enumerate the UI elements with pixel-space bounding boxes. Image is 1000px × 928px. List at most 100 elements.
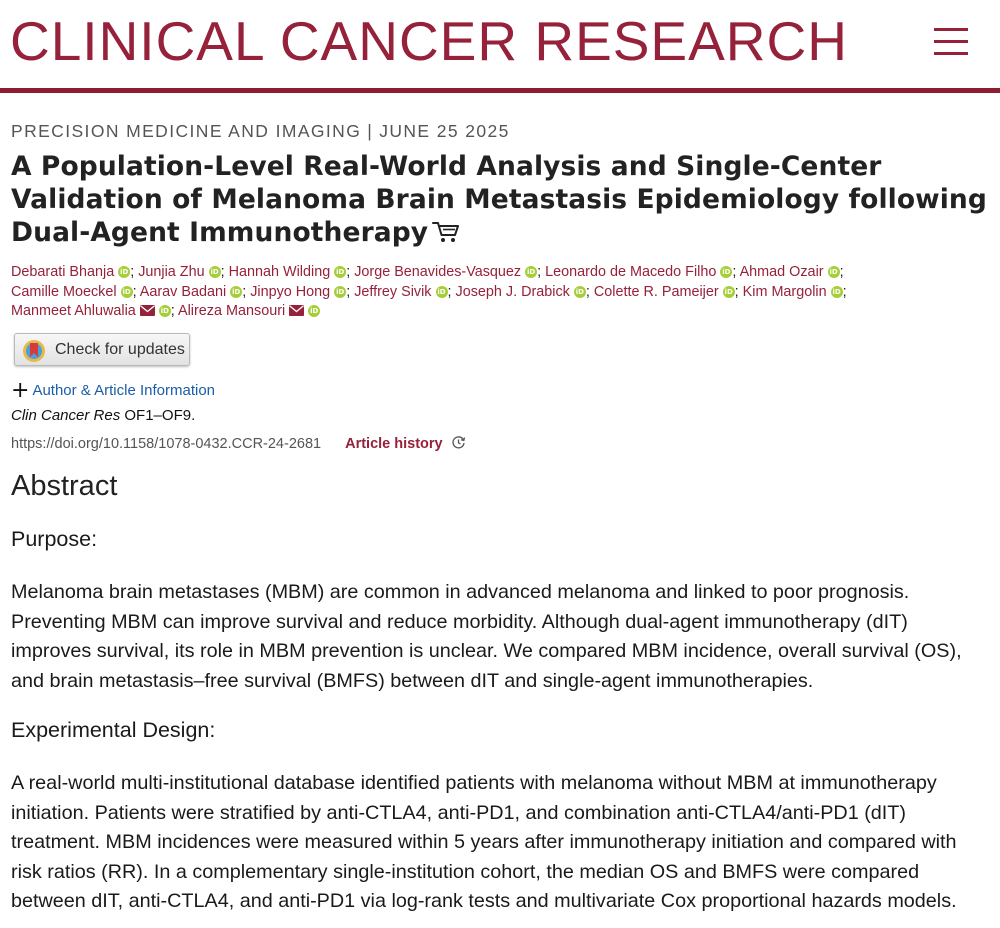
author: Joseph J. Drabick iD; — [456, 284, 590, 300]
author-name-link[interactable]: Jorge Benavides-Vasquez — [354, 264, 522, 280]
author-name-link[interactable]: Colette R. Pameijer — [593, 283, 719, 300]
crossmark-icon — [23, 340, 45, 362]
author-separator: ; — [242, 283, 247, 300]
author-list: Debarati Bhanja iD; Junjia Zhu iD; Hannah … — [11, 263, 991, 322]
meta-separator: | — [367, 121, 374, 141]
orcid-icon[interactable]: iD — [830, 285, 843, 298]
citation-journal: Clin Cancer Res — [11, 407, 121, 424]
email-icon[interactable] — [289, 305, 305, 317]
author-separator: ; — [346, 283, 351, 300]
paragraph-line: improves survival, its role in MBM preve… — [11, 640, 962, 662]
author-name-link[interactable]: Kim Margolin — [742, 283, 827, 300]
author: Leonardo de Macedo Filho iD; — [545, 264, 736, 280]
author-name-link[interactable]: Aarav Badani — [139, 283, 227, 300]
article-category[interactable]: PRECISION MEDICINE AND IMAGING — [11, 121, 362, 141]
abstract-heading: Abstract — [11, 470, 118, 502]
orcid-icon[interactable]: iD — [230, 285, 243, 298]
author-article-info-link[interactable]: Author & Article Information — [32, 382, 216, 399]
check-for-updates-button[interactable]: Check for updates — [14, 333, 190, 366]
orcid-icon[interactable]: iD — [158, 305, 171, 318]
experimental-design-paragraph: A real-world multi-institutional databas… — [11, 769, 986, 917]
hamburger-menu-icon[interactable] — [934, 28, 968, 56]
orcid-icon[interactable]: iD — [573, 285, 586, 298]
author: Alireza Mansouri iD — [178, 303, 321, 320]
citation-pages: OF1–OF9. — [120, 407, 196, 424]
menu-bar — [934, 40, 968, 43]
author: Hannah Wilding iD; — [229, 264, 351, 280]
author: Jinpyo Hong iD; — [250, 284, 350, 300]
menu-bar — [934, 52, 968, 55]
article-history-link[interactable]: Article history — [345, 436, 443, 452]
author-separator: ; — [220, 264, 225, 280]
author-separator: ; — [447, 283, 452, 300]
paragraph-line: and brain metastasis–free survival (BMFS… — [11, 669, 814, 692]
author-separator: ; — [130, 264, 135, 280]
author-separator: ; — [132, 283, 137, 300]
author-name-link[interactable]: Hannah Wilding — [228, 264, 331, 280]
author-separator: ; — [170, 303, 175, 320]
doi-link[interactable]: https://doi.org/10.1158/1078-0432.CCR-24… — [11, 436, 322, 452]
author: Colette R. Pameijer iD; — [594, 284, 739, 300]
author-separator: ; — [732, 264, 737, 280]
article-content: PRECISION MEDICINE AND IMAGING | JUNE 25 2… — [11, 118, 991, 912]
author-separator: ; — [346, 264, 351, 280]
paragraph-line: between dIT, anti-CTLA4, and anti-PD1 vi… — [11, 890, 957, 912]
author-name-link[interactable]: Jeffrey Sivik — [354, 283, 432, 300]
author: Ahmad Ozair iD; — [740, 264, 844, 280]
plus-icon[interactable]: + — [11, 378, 30, 403]
orcid-icon[interactable]: iD — [120, 285, 133, 298]
orcid-icon[interactable]: iD — [308, 305, 321, 318]
orcid-icon[interactable]: iD — [720, 266, 733, 278]
orcid-icon[interactable]: iD — [118, 266, 131, 278]
orcid-icon[interactable]: iD — [208, 266, 221, 278]
author-name-link[interactable]: Manmeet Ahluwalia — [11, 303, 136, 320]
check-for-updates-label: Check for updates — [55, 341, 185, 358]
author-separator: ; — [585, 283, 590, 300]
article-title-text: A Population-Level Real-World Analysis a… — [11, 151, 987, 248]
author-name-link[interactable]: Camille Moeckel — [11, 283, 117, 300]
author-info-row: + Author & Article Information — [11, 380, 216, 402]
author: Jorge Benavides-Vasquez iD; — [354, 264, 541, 280]
orcid-icon[interactable]: iD — [827, 266, 840, 278]
history-clock-icon[interactable] — [451, 435, 466, 450]
author: Debarati Bhanja iD; — [11, 264, 134, 280]
author-name-link[interactable]: Alireza Mansouri — [178, 303, 286, 320]
article-title: A Population-Level Real-World Analysis a… — [11, 150, 991, 249]
paragraph-line: Melanoma brain metastases (MBM) are comm… — [11, 581, 910, 603]
author: Junjia Zhu iD; — [138, 264, 224, 280]
article-meta: PRECISION MEDICINE AND IMAGING | JUNE 25 2… — [11, 118, 991, 144]
author: Kim Margolin iD; — [743, 284, 847, 300]
paragraph-line: initiation. Patients were stratified by … — [11, 801, 906, 824]
author: Aarav Badani iD; — [140, 284, 246, 300]
citation: Clin Cancer Res OF1–OF9. — [11, 407, 195, 424]
shopping-cart-icon[interactable] — [432, 220, 460, 244]
site-header: CLINICAL CANCER RESEARCH — [0, 0, 1000, 93]
author-name-link[interactable]: Debarati Bhanja — [11, 264, 115, 280]
paragraph-line: A real-world multi-institutional databas… — [11, 772, 937, 794]
purpose-heading: Purpose: — [11, 527, 98, 551]
journal-title[interactable]: CLINICAL CANCER RESEARCH — [10, 10, 848, 72]
paragraph-line: Preventing MBM can improve survival and … — [11, 610, 908, 633]
article-date: JUNE 25 2025 — [379, 121, 510, 141]
author-name-link[interactable]: Jinpyo Hong — [250, 283, 331, 300]
author-separator: ; — [537, 264, 542, 280]
doi-row: https://doi.org/10.1158/1078-0432.CCR-24… — [11, 435, 466, 452]
author: Manmeet Ahluwalia iD; — [11, 303, 175, 319]
paragraph-line: treatment. MBM incidences were measured … — [11, 831, 957, 853]
author: Jeffrey Sivik iD; — [354, 284, 451, 300]
menu-bar — [934, 28, 968, 31]
paragraph-line: risk ratios (RR). In a complementary sin… — [11, 860, 920, 883]
orcid-icon[interactable]: iD — [334, 266, 347, 278]
author-name-link[interactable]: Ahmad Ozair — [739, 264, 824, 280]
author-name-link[interactable]: Leonardo de Macedo Filho — [545, 264, 717, 280]
orcid-icon[interactable]: iD — [435, 285, 448, 298]
author-separator: ; — [842, 283, 847, 300]
orcid-icon[interactable]: iD — [722, 285, 735, 298]
author-separator: ; — [839, 264, 844, 280]
author-separator: ; — [734, 283, 739, 300]
email-icon[interactable] — [139, 305, 155, 317]
orcid-icon[interactable]: iD — [525, 266, 538, 278]
author-name-link[interactable]: Joseph J. Drabick — [455, 283, 570, 300]
orcid-icon[interactable]: iD — [334, 285, 347, 298]
author-name-link[interactable]: Junjia Zhu — [138, 264, 205, 280]
